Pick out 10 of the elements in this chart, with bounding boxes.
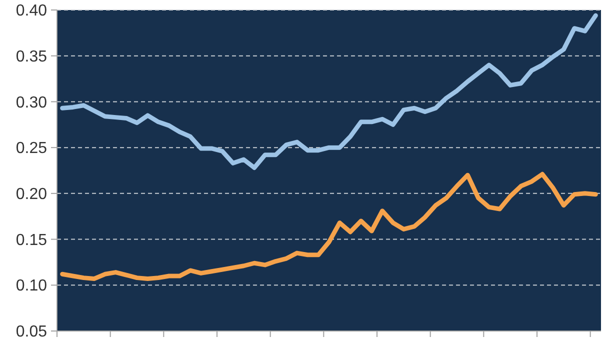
line-series — [60, 172, 598, 281]
y-tick-label: 0.10 — [16, 278, 48, 295]
y-tick-label: 0.05 — [16, 324, 48, 341]
y-tick-label: 0.40 — [16, 2, 48, 20]
y-tick-label: 0.25 — [16, 140, 48, 158]
y-tick-label: 0.35 — [16, 48, 48, 66]
y-tick-label: 0.15 — [16, 232, 48, 249]
y-tick-label: 0.20 — [16, 186, 48, 204]
y-tick-label: 0.30 — [16, 94, 48, 112]
line-series — [60, 13, 598, 170]
